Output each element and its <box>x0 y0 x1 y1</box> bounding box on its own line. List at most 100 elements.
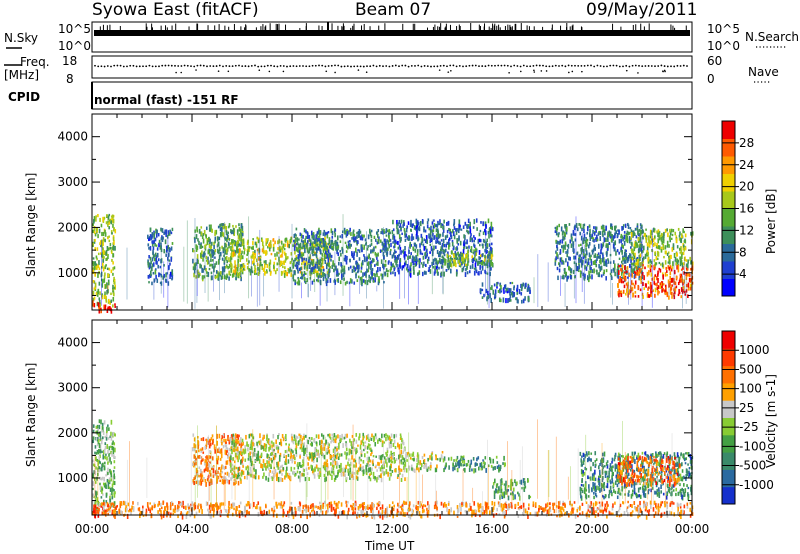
echo-cell <box>209 264 211 267</box>
echo-cell <box>98 308 101 314</box>
echo-cell <box>305 235 307 239</box>
echo-cell <box>238 442 241 446</box>
echo-cell <box>411 236 413 241</box>
echo-cell <box>344 241 347 245</box>
echo-cell <box>666 252 669 256</box>
echo-cell <box>466 224 469 230</box>
echo-cell <box>233 231 236 237</box>
echo-cell <box>656 276 658 281</box>
echo-cell <box>645 238 648 243</box>
echo-cell <box>496 286 498 289</box>
echo-cell <box>294 257 296 262</box>
echo-cell <box>414 258 417 263</box>
echo-cell <box>641 230 644 234</box>
echo-cell <box>369 276 372 281</box>
echo-cell <box>374 273 376 278</box>
echo-cell <box>104 304 107 308</box>
echo-cell <box>415 260 417 266</box>
echo-cell <box>608 241 611 245</box>
echo-cell <box>480 270 482 275</box>
echo-cell <box>92 429 95 433</box>
echo-cell <box>382 251 385 257</box>
echo-cell <box>367 234 370 240</box>
echo-cell <box>268 446 270 452</box>
echo-cell <box>685 259 688 262</box>
echo-cell <box>638 271 640 276</box>
velocity-echoes <box>92 419 694 520</box>
echo-cell <box>652 238 655 243</box>
echo-cell <box>667 279 670 284</box>
echo-cell <box>591 233 594 238</box>
freq-point <box>106 65 109 67</box>
echo-cell <box>521 283 523 289</box>
echo-cell <box>235 466 238 470</box>
echo-cell <box>435 245 437 249</box>
echo-cell <box>97 234 99 239</box>
echo-cell <box>425 235 428 240</box>
echo-cell <box>630 232 633 238</box>
echo-cell <box>612 237 615 241</box>
echo-cell <box>103 278 106 283</box>
echo-cell <box>432 249 434 255</box>
freq-point <box>426 65 429 68</box>
echo-cell <box>291 259 293 262</box>
echo-cell <box>110 478 113 482</box>
echo-cell <box>268 266 271 270</box>
echo-cell <box>105 257 107 261</box>
freq-point <box>538 64 541 67</box>
echo-cell <box>96 291 99 297</box>
echo-cell <box>113 266 116 270</box>
echo-cell <box>101 231 103 237</box>
freq-point <box>682 64 685 67</box>
echo-cell <box>197 480 200 486</box>
echo-cell <box>651 235 653 241</box>
echo-cell <box>635 272 638 276</box>
echo-cell <box>111 452 113 457</box>
echo-cell <box>147 234 149 239</box>
echo-cell <box>292 274 295 280</box>
echo-cell <box>674 256 677 262</box>
echo-cell <box>429 234 432 239</box>
echo-cell <box>331 235 334 239</box>
echo-cell <box>391 229 394 235</box>
echo-cell <box>439 250 441 256</box>
echo-cell <box>95 456 97 460</box>
echo-cell <box>622 289 625 294</box>
echo-cell <box>311 242 314 248</box>
echo-cell <box>564 244 566 250</box>
echo-cell <box>382 243 384 248</box>
echo-cell <box>423 226 425 231</box>
echo-cell <box>258 269 261 275</box>
echo-cell <box>432 262 435 265</box>
echo-cell <box>599 266 602 272</box>
echo-cell <box>489 254 492 259</box>
echo-cell <box>277 247 279 251</box>
echo-cell <box>211 456 214 461</box>
echo-cell <box>483 258 486 262</box>
freq-point <box>273 65 276 68</box>
nave-point <box>581 70 583 73</box>
echo-cell <box>593 254 596 258</box>
echo-cell <box>107 461 109 465</box>
echo-cell <box>286 272 288 277</box>
echo-cell <box>110 431 112 436</box>
freq-point <box>535 64 538 67</box>
freq-point <box>308 65 311 68</box>
echo-cell <box>277 466 280 470</box>
freq-point <box>423 65 426 67</box>
echo-cell <box>203 275 206 279</box>
echo-cell <box>442 227 445 233</box>
echo-cell <box>632 250 635 255</box>
echo-cell <box>471 258 474 263</box>
echo-cell <box>104 232 107 237</box>
echo-cell <box>657 232 659 238</box>
cpid-text: normal (fast) -151 RF <box>94 93 239 107</box>
echo-cell <box>161 236 164 242</box>
echo-cell <box>207 271 210 277</box>
echo-cell <box>681 235 683 238</box>
echo-cell <box>280 270 283 276</box>
echo-cell <box>103 465 106 471</box>
echo-cell <box>374 245 377 249</box>
echo-cell <box>334 240 336 244</box>
echo-cell <box>637 295 640 298</box>
